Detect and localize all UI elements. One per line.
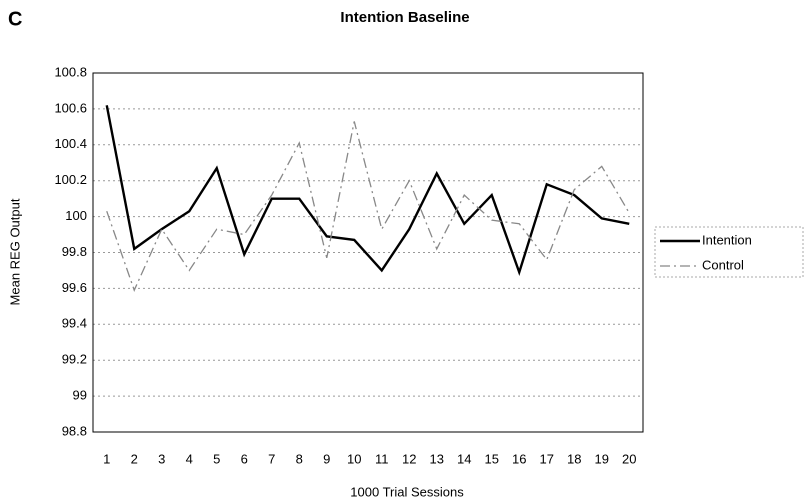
x-tick-label: 9: [323, 451, 330, 466]
x-tick-label: 6: [241, 451, 248, 466]
y-tick-label: 100.2: [54, 172, 87, 187]
x-tick-label: 15: [485, 451, 499, 466]
y-tick-label: 98.8: [62, 423, 87, 438]
legend-label: Intention: [702, 232, 752, 247]
y-tick-label: 100.8: [54, 64, 87, 79]
x-tick-label: 11: [375, 451, 389, 466]
x-tick-label: 10: [347, 451, 361, 466]
y-tick-label: 99.6: [62, 280, 87, 295]
panel-letter: C: [8, 8, 22, 30]
x-tick-label: 8: [296, 451, 303, 466]
y-tick-label: 100.4: [54, 136, 87, 151]
x-tick-label: 20: [622, 451, 636, 466]
line-series: [105, 105, 630, 277]
x-tick-label: 12: [402, 451, 416, 466]
x-tick-label: 13: [430, 451, 444, 466]
y-tick-label: 99.4: [62, 316, 87, 331]
plot-border: [92, 72, 644, 433]
x-tick-label: 19: [595, 451, 609, 466]
x-tick-label: 2: [131, 451, 138, 466]
y-tick-label: 100.6: [54, 100, 87, 115]
x-tick-label: 18: [567, 451, 581, 466]
x-tick-label: 5: [213, 451, 220, 466]
x-tick-label: 7: [268, 451, 275, 466]
legend-label: Control: [702, 257, 744, 272]
y-tick-label: 99: [73, 388, 87, 403]
x-axis-label: 1000 Trial Sessions: [350, 484, 464, 499]
legend-box: [654, 226, 804, 278]
x-tick-label: 14: [457, 451, 471, 466]
y-axis-label: Mean REG Output: [7, 198, 22, 305]
y-tick-label: 99.8: [62, 244, 87, 259]
x-tick-label: 3: [158, 451, 165, 466]
y-tick-label: 99.2: [62, 352, 87, 367]
y-tick-label: 100: [65, 208, 87, 223]
x-tick-label: 4: [186, 451, 193, 466]
x-tick-label: 16: [512, 451, 526, 466]
line-series: [106, 121, 630, 292]
x-tick-label: 1: [103, 451, 110, 466]
chart-title: Intention Baseline: [340, 9, 469, 26]
x-tick-label: 17: [540, 451, 554, 466]
